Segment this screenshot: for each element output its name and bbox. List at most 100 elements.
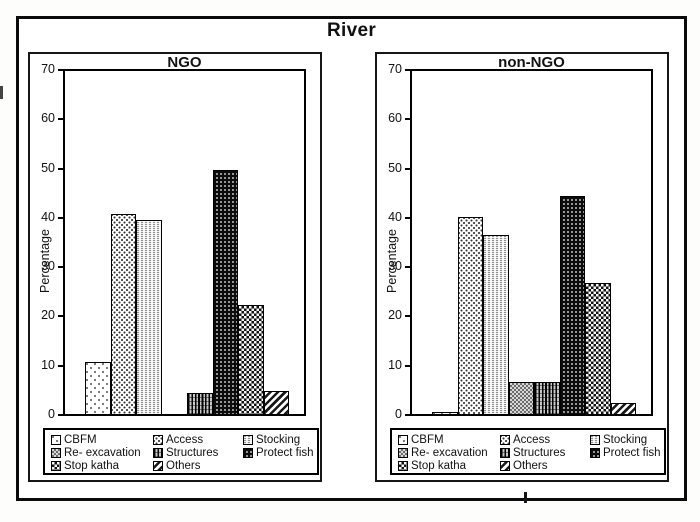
legend-label: CBFM [64, 433, 97, 446]
legend-item-structures: Structures [500, 447, 590, 459]
legend-item-others: Others [153, 460, 243, 472]
legend-label: Access [513, 433, 551, 446]
bar-stop-katha [238, 304, 264, 414]
legend-label: Structures [166, 446, 219, 459]
legend-item-protect-fish: Protect fish [243, 447, 315, 459]
legend-label: Others [513, 459, 548, 472]
legend-item-structures: Structures [153, 447, 243, 459]
scan-artifact-mark [0, 86, 3, 99]
legend-item-cbfm: CBFM [51, 434, 153, 446]
legend-label: Stocking [256, 433, 301, 446]
y-tick-label: 10 [41, 357, 55, 372]
bar-protect-fish [212, 170, 238, 414]
legend-label: Stop katha [411, 459, 466, 472]
legend-swatch-structures [500, 447, 510, 458]
chart-title: NGO [167, 54, 202, 71]
legend-item-re-excavation: Re- excavation [398, 447, 500, 459]
y-tick-mark [405, 414, 411, 416]
legend-swatch-stocking [243, 434, 253, 445]
bar-stocking [136, 220, 162, 414]
legend-label: Protect fish [256, 446, 314, 459]
bar-stocking [483, 234, 509, 414]
y-tick-mark [58, 364, 64, 367]
bar-stop-katha [585, 283, 611, 414]
y-tick-mark [405, 216, 411, 219]
legend-label: Access [166, 433, 204, 446]
legend-label: CBFM [411, 433, 444, 446]
y-tick-label: 50 [388, 160, 402, 175]
legend-label: Structures [513, 446, 566, 459]
legend-label: Re- excavation [64, 446, 141, 459]
figure-title: River [326, 20, 377, 41]
legend-swatch-stop-katha [51, 460, 61, 471]
legend-item-stop-katha: Stop katha [398, 460, 500, 472]
bar-cbfm [432, 411, 458, 414]
legend-swatch-structures [153, 447, 163, 458]
legend-swatch-cbfm [51, 434, 61, 445]
y-tick-label: 50 [41, 160, 55, 175]
y-tick-mark [58, 414, 64, 416]
bar-others [610, 402, 636, 414]
legend-swatch-others [153, 460, 163, 471]
bar-cbfm [85, 362, 111, 414]
y-tick-mark [405, 266, 411, 269]
legend-label: Stocking [603, 433, 648, 446]
legend-item-stocking: Stocking [590, 434, 662, 446]
legend: CBFM Access Stocking Re- excavation Structur… [390, 428, 666, 475]
figure-frame: River NGO Percentage 0 10 20 30 40 50 60 70 CBF… [16, 16, 687, 501]
y-tick-label: 30 [388, 259, 402, 274]
y-tick-label: 60 [41, 111, 55, 126]
legend-item-cbfm: CBFM [398, 434, 500, 446]
legend-swatch-protect-fish [243, 447, 253, 458]
y-tick-label: 10 [388, 357, 402, 372]
y-tick-label: 70 [388, 62, 402, 76]
y-tick-mark [405, 118, 411, 121]
y-axis: 0 10 20 30 40 50 60 70 [377, 62, 411, 421]
bar-access [457, 216, 483, 414]
y-tick-mark [405, 69, 411, 71]
y-tick-label: 70 [41, 62, 55, 76]
bar-access [110, 214, 136, 414]
y-tick-mark [58, 118, 64, 121]
legend-swatch-protect-fish [590, 447, 600, 458]
legend-swatch-re-excavation [51, 447, 61, 458]
legend: CBFM Access Stocking Re- excavation Structur… [43, 428, 319, 475]
chart-panel-non-ngo: non-NGO Percentage 0 10 20 30 40 50 60 70 CBFM A… [375, 52, 669, 482]
legend-swatch-others [500, 460, 510, 471]
bar-protect-fish [559, 195, 585, 414]
y-tick-label: 20 [41, 308, 55, 323]
plot-area [63, 69, 306, 416]
legend-item-stocking: Stocking [243, 434, 315, 446]
y-tick-label: 40 [41, 209, 55, 224]
legend-label: Stop katha [64, 459, 119, 472]
y-tick-mark [58, 167, 64, 170]
y-tick-mark [58, 315, 64, 318]
legend-item-others: Others [500, 460, 590, 472]
scan-artifact-mark [524, 492, 527, 503]
legend-item-access: Access [500, 434, 590, 446]
legend-item-stop-katha: Stop katha [51, 460, 153, 472]
legend-swatch-access [153, 434, 163, 445]
legend-swatch-stop-katha [398, 460, 408, 471]
legend-item-protect-fish: Protect fish [590, 447, 662, 459]
chart-panel-ngo: NGO Percentage 0 10 20 30 40 50 60 70 CBFM Acces… [28, 52, 322, 482]
legend-label: Others [166, 459, 201, 472]
legend-label: Re- excavation [411, 446, 488, 459]
y-tick-mark [58, 266, 64, 269]
y-tick-mark [405, 167, 411, 170]
y-tick-mark [58, 216, 64, 219]
bar-structures [534, 381, 560, 414]
y-tick-mark [405, 364, 411, 367]
legend-swatch-access [500, 434, 510, 445]
y-tick-label: 40 [388, 209, 402, 224]
bar-others [263, 390, 289, 414]
legend-label: Protect fish [603, 446, 661, 459]
y-axis: 0 10 20 30 40 50 60 70 [30, 62, 64, 421]
plot-area [410, 69, 653, 416]
y-tick-mark [405, 315, 411, 318]
chart-title: non-NGO [498, 54, 565, 71]
legend-swatch-re-excavation [398, 447, 408, 458]
y-tick-label: 0 [48, 407, 55, 421]
legend-swatch-stocking [590, 434, 600, 445]
bar-re-excavation [508, 381, 534, 414]
